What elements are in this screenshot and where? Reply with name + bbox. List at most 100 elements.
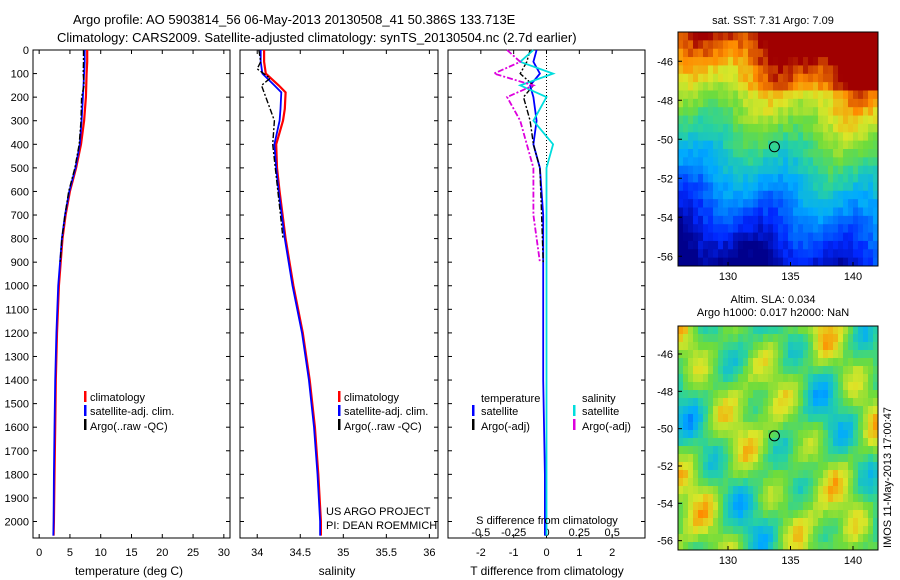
map-cell — [743, 215, 749, 225]
map-cell — [743, 382, 749, 391]
map-cell — [828, 232, 834, 242]
map-cell — [818, 542, 824, 551]
map-cell — [773, 73, 779, 83]
map-cell — [708, 478, 714, 487]
map-cell — [863, 240, 869, 250]
map-cell — [788, 462, 794, 471]
map-cell — [688, 446, 694, 455]
map-cell — [733, 334, 739, 343]
map-cell — [808, 502, 814, 511]
map-cell — [728, 390, 734, 399]
map-cell — [838, 249, 844, 259]
map-cell — [733, 534, 739, 543]
map-cell — [713, 438, 719, 447]
map-cell — [743, 73, 749, 83]
sla-map: 130 135 140-46-48-50-52-54-56 — [657, 325, 879, 567]
map-cell — [718, 526, 724, 535]
map-cell — [843, 190, 849, 200]
map-cell — [818, 326, 824, 335]
project-annotation-line1: US ARGO PROJECT — [326, 506, 431, 518]
series-line — [259, 50, 322, 536]
map-cell — [748, 358, 754, 367]
map-cell — [758, 98, 764, 108]
map-cell — [828, 510, 834, 519]
map-cell — [743, 438, 749, 447]
map-cell — [708, 149, 714, 158]
map-cell — [768, 132, 774, 142]
map-cell — [748, 182, 754, 192]
map-cell — [688, 57, 694, 66]
map-cell — [793, 115, 799, 125]
map-cell — [768, 98, 774, 108]
map-cell — [748, 414, 754, 423]
map-cell — [748, 115, 754, 125]
map-cell — [848, 165, 854, 175]
map-cell — [748, 190, 754, 200]
map-cell — [823, 157, 829, 167]
map-cell — [738, 526, 744, 535]
map-cell — [793, 462, 799, 471]
map-cell — [828, 249, 834, 259]
map-cell — [728, 57, 734, 66]
map-cell — [853, 157, 859, 167]
map-cell — [813, 123, 819, 133]
map-cell — [818, 494, 824, 503]
map-cell — [708, 350, 714, 359]
map-cell — [778, 486, 784, 495]
map-cell — [683, 107, 689, 116]
map-cell — [843, 422, 849, 431]
s-tick-label: 0.25 — [569, 527, 590, 539]
map-cell — [758, 90, 764, 100]
map-cell — [868, 215, 874, 225]
map-cell — [848, 510, 854, 519]
map-cell — [713, 494, 719, 503]
map-cell — [718, 98, 724, 108]
map-cell — [803, 98, 809, 108]
map-cell — [708, 494, 714, 503]
map-cell — [828, 190, 834, 200]
map-cell — [713, 382, 719, 391]
map-cell — [838, 422, 844, 431]
map-cell — [793, 542, 799, 551]
map-cell — [728, 115, 734, 125]
map-cell — [833, 224, 839, 233]
map-cell — [688, 510, 694, 519]
map-cell — [738, 73, 744, 83]
map-cell — [688, 350, 694, 359]
map-cell — [843, 454, 849, 463]
map-cell — [863, 430, 869, 439]
sst-map: 130 135 140-46-48-50-52-54-56 — [657, 31, 879, 283]
map-cell — [773, 57, 779, 66]
map-cell — [853, 123, 859, 133]
map-cell — [698, 199, 704, 208]
map-cell — [753, 510, 759, 519]
map-cell — [863, 510, 869, 519]
map-cell — [873, 542, 879, 551]
map-cell — [778, 454, 784, 463]
map-cell — [748, 73, 754, 83]
map-cell — [848, 65, 854, 75]
map-cell — [813, 374, 819, 383]
map-cell — [853, 526, 859, 535]
map-cell — [758, 224, 764, 233]
map-cell — [733, 542, 739, 551]
map-cell — [738, 422, 744, 431]
map-cell — [868, 502, 874, 511]
map-cell — [678, 123, 684, 133]
map-cell — [863, 123, 869, 133]
map-cell — [808, 406, 814, 415]
map-cell — [713, 542, 719, 551]
map-cell — [688, 65, 694, 75]
map-cell — [818, 374, 824, 383]
map-cell — [688, 232, 694, 242]
map-cell — [868, 334, 874, 343]
map-cell — [823, 57, 829, 66]
map-cell — [873, 73, 879, 83]
map-cell — [838, 358, 844, 367]
map-cell — [688, 257, 694, 267]
map-cell — [813, 382, 819, 391]
map-cell — [743, 326, 749, 335]
map-cell — [793, 182, 799, 192]
map-cell — [843, 98, 849, 108]
